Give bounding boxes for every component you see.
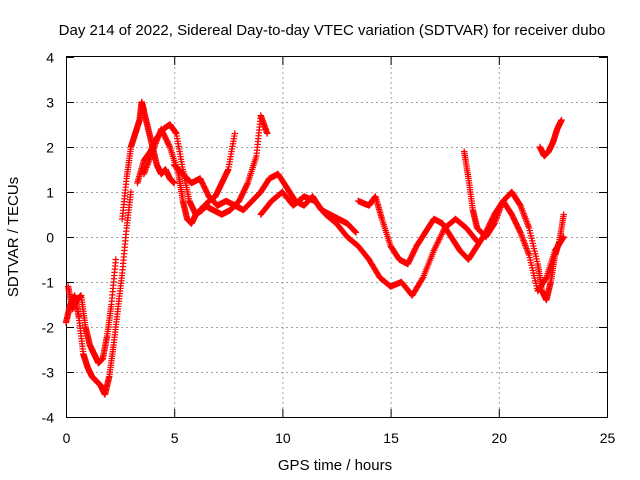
axis-ticks [66,57,608,418]
x-tick-labels: 0 5 10 15 20 25 [63,430,616,446]
series-arc-3 [119,98,178,223]
y-tick-label: 2 [46,140,54,156]
data-point [558,116,565,124]
grid [66,57,607,417]
data-point [264,130,271,137]
series-arc-6 [171,161,360,236]
x-tick-label: 25 [600,430,616,446]
series-arc-8 [354,193,567,295]
y-tick-label: 3 [46,95,54,111]
data-point [127,188,135,196]
y-tick-label: -2 [42,320,55,336]
data-point [560,233,567,241]
data-point [171,179,178,187]
y-tick-label: -1 [42,275,55,291]
x-tick-label: 0 [63,430,71,446]
data-point [516,228,524,235]
x-axis-label: GPS time / hours [278,457,392,474]
y-tick-label: -3 [42,365,55,381]
data-point [231,130,238,137]
series-arc-2 [64,256,119,367]
x-tick-label: 10 [275,430,291,446]
data-point [112,256,119,263]
data-point [243,181,251,188]
y-tick-label: -4 [42,410,55,426]
data-point [352,229,360,236]
series-arc-1 [62,188,135,398]
data-point [542,275,549,282]
data-marks [62,98,567,398]
data-point [419,275,426,282]
y-tick-label: 4 [46,50,54,66]
data-point [166,142,173,149]
y-tick-label: 1 [46,185,54,201]
x-tick-label: 20 [492,430,508,446]
y-axis-label: SDTVAR / TECUs [5,177,22,297]
x-tick-label: 15 [383,430,399,446]
data-point [560,211,567,218]
series-arc-10 [536,116,565,160]
y-tick-labels: -4 -3 -2 -1 0 1 2 3 4 [42,50,55,426]
series-arc-9 [460,148,567,304]
chart-title: Day 214 of 2022, Sidereal Day-to-day VTE… [59,22,606,39]
y-tick-label: 0 [46,230,54,246]
x-tick-label: 5 [171,430,179,446]
data-point [352,228,359,236]
data-point [351,228,358,235]
series-arc-7 [257,188,481,299]
